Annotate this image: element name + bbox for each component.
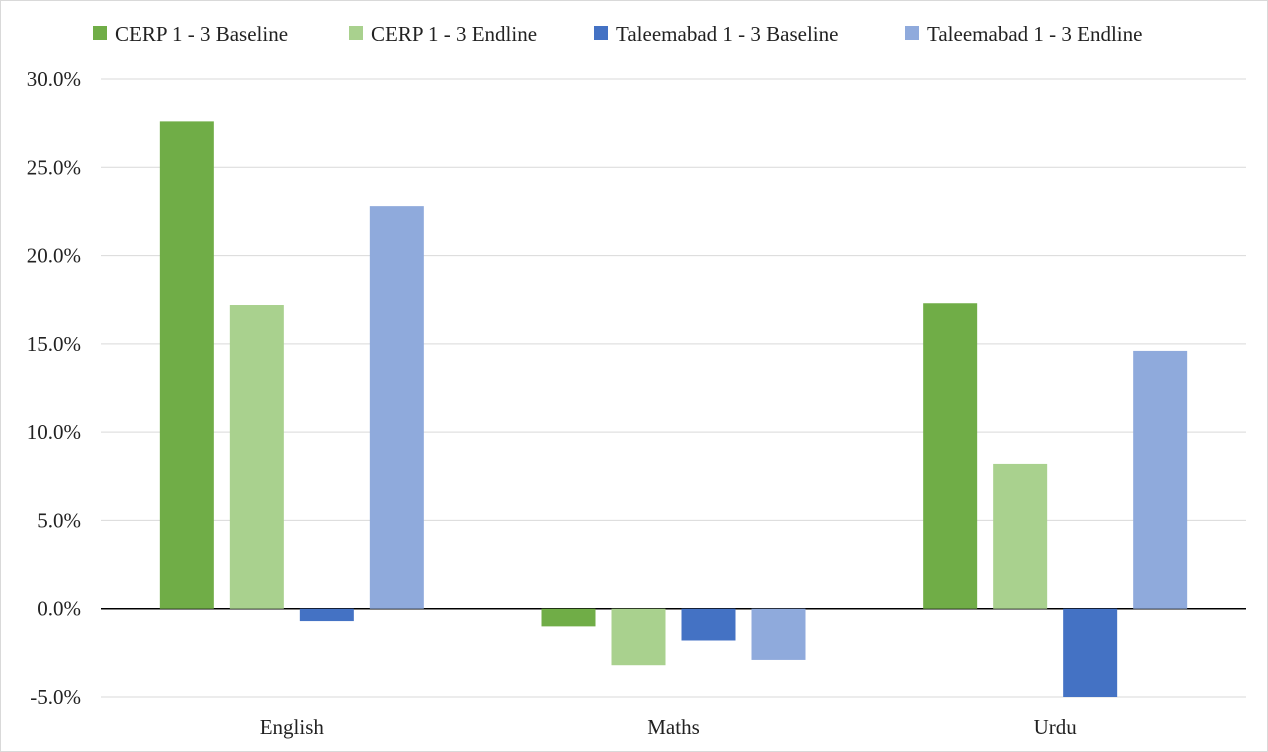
- x-category-label: Urdu: [1034, 715, 1078, 739]
- y-tick-label: 20.0%: [27, 244, 81, 268]
- bars: [159, 121, 1188, 697]
- bar: [369, 206, 424, 609]
- bar: [751, 608, 806, 660]
- y-tick-label: 0.0%: [37, 597, 81, 621]
- bar: [1133, 350, 1188, 609]
- legend-label: Taleemabad 1 - 3 Endline: [927, 22, 1142, 46]
- legend-swatch: [93, 26, 107, 40]
- bar: [923, 303, 978, 609]
- axes: -5.0% 0.0% 5.0% 10.0% 15.0% 20.0% 25.0% 30.0% En…: [27, 67, 1246, 739]
- x-category-label: English: [260, 715, 325, 739]
- legend-label: CERP 1 - 3 Baseline: [115, 22, 288, 46]
- y-tick-label: -5.0%: [30, 685, 81, 709]
- bar: [1063, 608, 1118, 697]
- bar: [159, 121, 214, 609]
- bar: [611, 608, 666, 666]
- legend-label: CERP 1 - 3 Endline: [371, 22, 537, 46]
- legend-swatch: [594, 26, 608, 40]
- bar: [299, 608, 354, 622]
- y-tick-label: 5.0%: [37, 508, 81, 532]
- gridlines: [101, 78, 1246, 698]
- y-tick-label: 25.0%: [27, 155, 81, 179]
- legend-swatch: [349, 26, 363, 40]
- y-tick-label: 15.0%: [27, 332, 81, 356]
- bar: [541, 608, 596, 627]
- y-tick-label: 30.0%: [27, 67, 81, 91]
- x-category-label: Maths: [647, 715, 700, 739]
- bar: [681, 608, 736, 641]
- legend-swatch: [905, 26, 919, 40]
- y-tick-label: 10.0%: [27, 420, 81, 444]
- bar: [993, 463, 1048, 609]
- legend-label: Taleemabad 1 - 3 Baseline: [616, 22, 838, 46]
- bar: [229, 305, 284, 609]
- legend: CERP 1 - 3 Baseline CERP 1 - 3 Endline Tal…: [93, 22, 1142, 46]
